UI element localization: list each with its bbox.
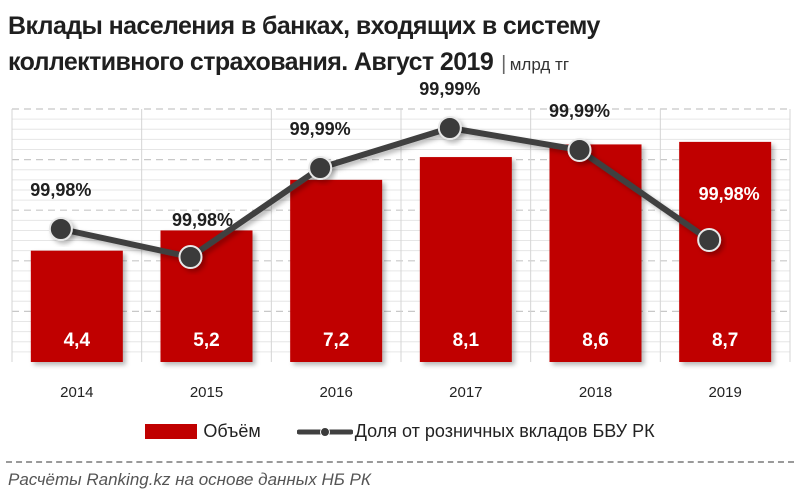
bar-2016[interactable] bbox=[290, 179, 383, 362]
x-tick-label: 2014 bbox=[60, 384, 93, 401]
bar-2014[interactable] bbox=[30, 250, 123, 362]
line-marker-2017[interactable] bbox=[437, 116, 462, 140]
bar-swatch-icon bbox=[145, 424, 198, 439]
bar-2019[interactable] bbox=[679, 141, 772, 362]
line-marker-2014[interactable] bbox=[48, 217, 73, 241]
line-marker-2015[interactable] bbox=[178, 245, 203, 269]
line-marker-2019[interactable] bbox=[697, 228, 722, 252]
line-value-label: 99,98% bbox=[30, 180, 91, 200]
line-value-label: 99,99% bbox=[419, 79, 480, 99]
footer-divider bbox=[6, 461, 794, 463]
line-value-label: 99,99% bbox=[290, 119, 351, 139]
bar-value-label: 4,4 bbox=[64, 330, 91, 351]
legend-item-share[interactable]: Доля от розничных вкладов БВУ РК bbox=[296, 421, 655, 442]
x-tick-label: 2017 bbox=[449, 384, 482, 401]
x-tick-label: 2016 bbox=[319, 384, 352, 401]
x-tick-label: 2015 bbox=[190, 384, 223, 401]
line-value-label: 99,98% bbox=[699, 184, 760, 204]
bar-value-label: 8,1 bbox=[453, 330, 480, 351]
line-marker-swatch-icon bbox=[296, 426, 353, 437]
title-line-2-text: коллективного страхования. Август 2019 bbox=[8, 48, 494, 76]
bar-2017[interactable] bbox=[419, 157, 512, 362]
line-marker-2018[interactable] bbox=[567, 138, 592, 162]
bar-value-label: 8,7 bbox=[712, 330, 738, 351]
bar-value-label: 8,6 bbox=[582, 330, 608, 351]
title-separator: | bbox=[501, 53, 506, 75]
bar-value-label: 7,2 bbox=[323, 330, 349, 351]
source-note: Расчёты Ranking.kz на основе данных НБ Р… bbox=[8, 470, 371, 489]
chart-title: Вклады населения в банках, входящих в си… bbox=[8, 8, 788, 83]
line-marker-2016[interactable] bbox=[308, 156, 333, 180]
title-line-2: коллективного страхования. Август 2019 | м… bbox=[8, 44, 788, 83]
line-value-label: 99,98% bbox=[172, 210, 233, 230]
legend: Объём Доля от розничных вкладов БВУ РК bbox=[0, 421, 800, 442]
line-value-label: 99,99% bbox=[549, 101, 610, 121]
line-series: 99,98% 99,98% 99,99% 99,99% 99,99% 99,98% bbox=[30, 79, 760, 269]
x-tick-label: 2018 bbox=[579, 384, 612, 401]
x-tick-label: 2019 bbox=[708, 384, 741, 401]
legend-label-volume: Объём bbox=[203, 421, 261, 441]
x-axis-labels: 2014 2015 2016 2017 2018 2019 bbox=[60, 384, 742, 401]
bar-value-label: 5,2 bbox=[193, 330, 219, 351]
bar-series: 4,4 5,2 7,2 8,1 8,6 8,7 bbox=[30, 141, 772, 362]
title-line-1: Вклады населения в банках, входящих в си… bbox=[8, 12, 600, 40]
chart-plot-area: 4,4 5,2 7,2 8,1 8,6 8,7 99,98%99,98%99,99%99,… bbox=[11, 79, 791, 401]
legend-item-volume[interactable]: Объём bbox=[145, 421, 261, 442]
gridlines bbox=[11, 108, 791, 362]
unit-label: млрд тг bbox=[509, 55, 570, 74]
legend-label-share: Доля от розничных вкладов БВУ РК bbox=[354, 421, 655, 441]
share-line bbox=[60, 125, 711, 260]
